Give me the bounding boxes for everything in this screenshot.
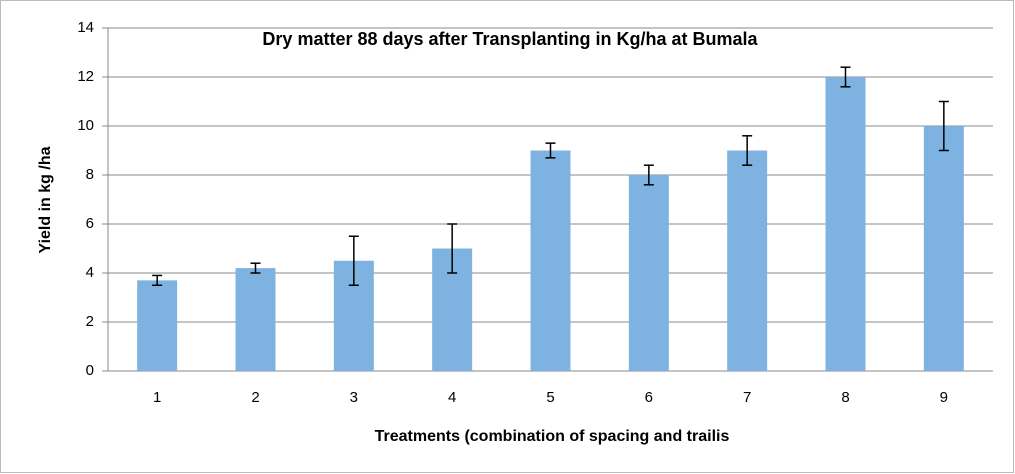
x-axis-label: Treatments (combination of spacing and t…: [375, 428, 730, 445]
chart-title: Dry matter 88 days after Transplanting i…: [262, 29, 758, 49]
x-tick-label: 3: [350, 389, 358, 406]
bar: [628, 175, 669, 371]
bar: [825, 77, 866, 371]
x-tick-label: 5: [546, 389, 554, 406]
y-axis-label: Yield in kg /ha: [37, 146, 54, 253]
y-tick-label: 0: [86, 362, 94, 379]
y-tick-label: 8: [86, 166, 94, 183]
x-tick-label: 8: [841, 389, 849, 406]
x-tick-label: 6: [645, 389, 653, 406]
y-tick-label: 2: [86, 313, 94, 330]
bar: [530, 150, 571, 371]
bar: [235, 268, 276, 371]
x-tick-label: 9: [940, 389, 948, 406]
bar: [727, 150, 768, 371]
x-tick-label: 7: [743, 389, 751, 406]
y-tick-label: 4: [86, 264, 94, 281]
y-tick-label: 6: [86, 215, 94, 232]
y-tick-label: 14: [77, 19, 94, 36]
y-tick-label: 10: [77, 117, 94, 134]
bar: [137, 280, 178, 371]
x-tick-label: 4: [448, 389, 456, 406]
x-tick-label: 1: [153, 389, 161, 406]
x-tick-label: 2: [251, 389, 259, 406]
y-tick-label: 12: [77, 68, 94, 85]
bar: [923, 126, 964, 371]
